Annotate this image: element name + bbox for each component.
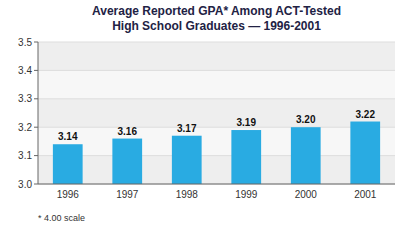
bar bbox=[291, 127, 321, 184]
chart: Average Reported GPA* Among ACT-TestedHi… bbox=[0, 0, 405, 229]
x-tick-label: 1999 bbox=[235, 189, 258, 200]
bar bbox=[231, 130, 261, 184]
x-tick-label: 1996 bbox=[57, 189, 80, 200]
title: Average Reported GPA* Among ACT-TestedHi… bbox=[92, 4, 341, 33]
x-tick-label: 2001 bbox=[354, 189, 377, 200]
data-label: 3.22 bbox=[356, 109, 376, 120]
x-tick-label: 1997 bbox=[116, 189, 139, 200]
x-tick-label: 2000 bbox=[295, 189, 318, 200]
grid-band bbox=[38, 156, 395, 184]
data-label: 3.20 bbox=[296, 114, 316, 125]
x-tick-label: 1998 bbox=[176, 189, 199, 200]
data-label: 3.14 bbox=[58, 131, 78, 142]
data-label: 3.16 bbox=[118, 126, 138, 137]
bars bbox=[53, 122, 380, 184]
y-tick bbox=[34, 98, 38, 99]
chart-container: Average Reported GPA* Among ACT-TestedHi… bbox=[0, 0, 405, 229]
y-tick bbox=[34, 127, 38, 128]
y-tick bbox=[34, 184, 38, 185]
grid-line bbox=[38, 127, 395, 128]
y-tick-label: 3.4 bbox=[18, 65, 32, 76]
grid-line bbox=[38, 98, 395, 99]
y-tick bbox=[34, 70, 38, 71]
grid-band bbox=[38, 42, 395, 70]
grid-band bbox=[38, 127, 395, 155]
grid-line bbox=[38, 42, 395, 43]
y-axis-line bbox=[38, 42, 39, 184]
y-tick-label: 3.5 bbox=[18, 37, 32, 48]
bar bbox=[172, 136, 202, 184]
grid-line bbox=[38, 184, 395, 185]
y-tick-label: 3.2 bbox=[18, 122, 32, 133]
y-tick-label: 3.3 bbox=[18, 93, 32, 104]
grid-line bbox=[38, 155, 395, 156]
x-axis-line bbox=[38, 184, 395, 185]
bar bbox=[53, 144, 83, 184]
grid-band bbox=[38, 70, 395, 98]
title-line: High School Graduates — 1996-2001 bbox=[112, 19, 321, 33]
grid-band bbox=[38, 99, 395, 127]
title-line: Average Reported GPA* Among ACT-Tested bbox=[92, 4, 341, 18]
bar bbox=[350, 122, 380, 184]
bar bbox=[112, 139, 142, 184]
y-tick-label: 3.0 bbox=[18, 179, 32, 190]
y-tick bbox=[34, 42, 38, 43]
y-tick bbox=[34, 155, 38, 156]
data-label: 3.19 bbox=[237, 117, 257, 128]
footnote: * 4.00 scale bbox=[38, 213, 85, 223]
y-tick-label: 3.1 bbox=[18, 150, 32, 161]
grid-line bbox=[38, 70, 395, 71]
data-label: 3.17 bbox=[177, 123, 197, 134]
